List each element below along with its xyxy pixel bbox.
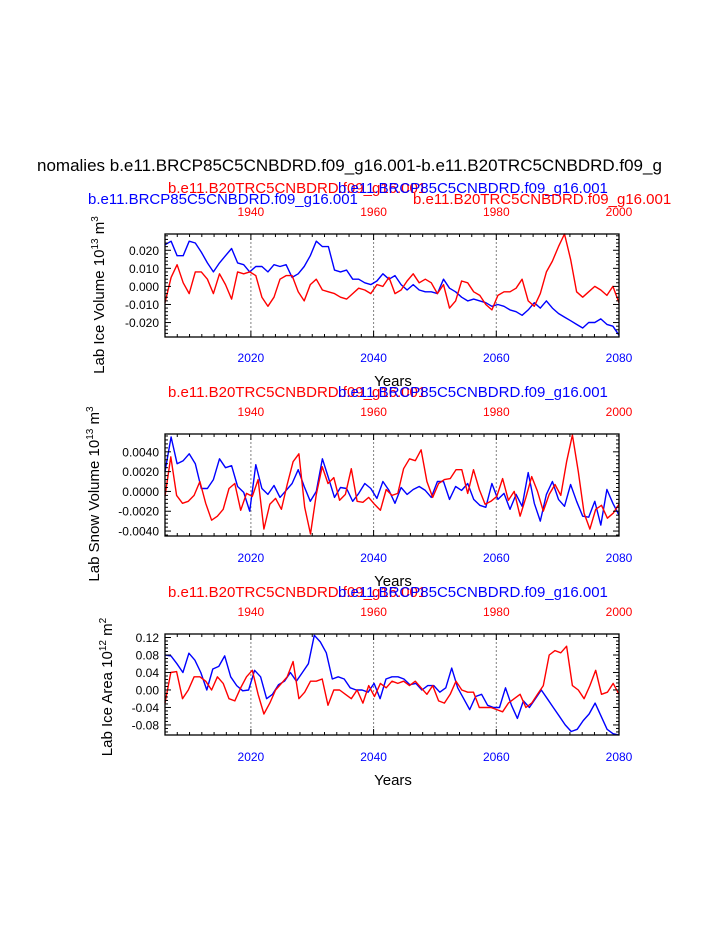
plot-frame bbox=[164, 233, 620, 338]
plot-frame bbox=[164, 633, 620, 736]
series-line-20thc bbox=[164, 434, 620, 535]
series-line-rcp85 bbox=[164, 436, 620, 526]
y-label-text: Lab Snow Volume 10 bbox=[86, 440, 103, 582]
y-label-unit: m bbox=[86, 412, 103, 425]
series-line-20thc bbox=[164, 645, 620, 715]
x-tick-label: 2020 bbox=[238, 351, 265, 365]
y-label-unit-exponent: 3 bbox=[85, 406, 96, 412]
y-label-unit: m bbox=[99, 623, 116, 636]
x-top-tick-label: 2000 bbox=[606, 605, 633, 619]
y-tick-label: -0.0040 bbox=[118, 525, 159, 539]
panels-group: b.e11.BRCP85C5CNBDRD.f09_g16.001b.e11.B2… bbox=[85, 180, 671, 789]
figure-title: nomalies b.e11.BRCP85C5CNBDRD.f09_g16.00… bbox=[37, 156, 662, 175]
x-top-tick-label: 2000 bbox=[606, 405, 633, 419]
y-label-exponent: 13 bbox=[85, 428, 96, 440]
y-tick-label: -0.010 bbox=[125, 298, 159, 312]
y-tick-label: 0.04 bbox=[136, 666, 160, 680]
x-top-tick-label: 1960 bbox=[360, 605, 387, 619]
panel-title-mid2: b.e11.BRCP85C5CNBDRD.f09_g16.001 bbox=[338, 180, 608, 197]
panel-title-mid: b.e11.B20TRC5CNBDRD.f09_g16.001 bbox=[168, 180, 426, 197]
y-label-exponent: 13 bbox=[90, 238, 101, 250]
x-tick-label: 2020 bbox=[238, 750, 265, 764]
y-tick-label: 0.00 bbox=[136, 683, 160, 697]
x-tick-label: 2040 bbox=[360, 351, 387, 365]
x-top-tick-label: 1940 bbox=[238, 605, 265, 619]
x-tick-label: 2040 bbox=[360, 750, 387, 764]
x-axis-label: Years bbox=[374, 772, 412, 789]
x-top-tick-label: 1980 bbox=[483, 205, 510, 219]
y-tick-label: 0.0040 bbox=[122, 445, 159, 459]
y-tick-label: -0.08 bbox=[132, 718, 160, 732]
panel-title-right: b.e11.B20TRC5CNBDRD.f09_g16.001 bbox=[413, 191, 671, 208]
panel-title-mid: b.e11.BRCP85C5CNBDRD.f09_g16.001 bbox=[338, 384, 608, 401]
series-line-20thc bbox=[164, 233, 620, 311]
y-axis-label: Lab Ice Area 1012 m2 bbox=[98, 617, 116, 756]
y-tick-label: 0.010 bbox=[129, 262, 159, 276]
y-label-text: Lab Ice Volume 10 bbox=[91, 250, 108, 374]
y-tick-label: 0.020 bbox=[129, 244, 159, 258]
y-label-exponent: 12 bbox=[98, 640, 109, 652]
x-top-tick-label: 1980 bbox=[483, 405, 510, 419]
x-top-tick-label: 1960 bbox=[360, 405, 387, 419]
y-tick-label: -0.0020 bbox=[118, 505, 159, 519]
panel-title-left: b.e11.BRCP85C5CNBDRD.f09_g16.001 bbox=[88, 191, 358, 208]
panel-title-mid: b.e11.BRCP85C5CNBDRD.f09_g16.001 bbox=[338, 584, 608, 601]
x-top-tick-label: 1940 bbox=[238, 205, 265, 219]
x-top-tick-label: 1940 bbox=[238, 405, 265, 419]
chart-panel-1: b.e11.BRCP85C5CNBDRD.f09_g16.001b.e11.B2… bbox=[88, 180, 671, 390]
y-tick-label: 0.0020 bbox=[122, 465, 159, 479]
y-label-unit-exponent: 3 bbox=[90, 216, 101, 222]
x-axis-label: Years bbox=[374, 573, 412, 590]
plot-frame bbox=[164, 433, 620, 537]
y-tick-label: -0.020 bbox=[125, 316, 159, 330]
x-top-tick-label: 2000 bbox=[606, 205, 633, 219]
y-tick-label: 0.08 bbox=[136, 648, 160, 662]
x-top-tick-label: 1960 bbox=[360, 205, 387, 219]
panel-title-left: b.e11.B20TRC5CNBDRD.f09_g16.001 bbox=[168, 584, 426, 601]
x-tick-label: 2060 bbox=[483, 351, 510, 365]
x-tick-label: 2080 bbox=[606, 351, 633, 365]
y-label-text: Lab Ice Area 10 bbox=[99, 651, 116, 756]
y-axis-label: Lab Ice Volume 1013 m3 bbox=[90, 216, 108, 374]
x-top-tick-label: 1980 bbox=[483, 605, 510, 619]
series-line-rcp85 bbox=[164, 634, 620, 736]
y-axis-label: Lab Snow Volume 1013 m3 bbox=[85, 406, 103, 582]
y-tick-label: 0.12 bbox=[136, 631, 160, 645]
x-tick-label: 2020 bbox=[238, 551, 265, 565]
y-tick-label: 0.000 bbox=[129, 280, 159, 294]
x-axis-label: Years bbox=[374, 373, 412, 390]
y-label-unit: m bbox=[91, 222, 108, 235]
x-tick-label: 2060 bbox=[483, 750, 510, 764]
panel-title-left: b.e11.B20TRC5CNBDRD.f09_g16.001 bbox=[168, 384, 426, 401]
y-tick-label: -0.04 bbox=[132, 701, 160, 715]
y-label-unit-exponent: 2 bbox=[98, 617, 109, 623]
series-line-rcp85 bbox=[164, 240, 620, 336]
x-tick-label: 2080 bbox=[606, 551, 633, 565]
x-tick-label: 2040 bbox=[360, 551, 387, 565]
x-tick-label: 2060 bbox=[483, 551, 510, 565]
chart-panel-3: b.e11.B20TRC5CNBDRD.f09_g16.001b.e11.BRC… bbox=[98, 584, 633, 789]
chart-panel-2: b.e11.B20TRC5CNBDRD.f09_g16.001b.e11.BRC… bbox=[85, 384, 633, 590]
x-tick-label: 2080 bbox=[606, 750, 633, 764]
y-tick-label: 0.0000 bbox=[122, 485, 159, 499]
